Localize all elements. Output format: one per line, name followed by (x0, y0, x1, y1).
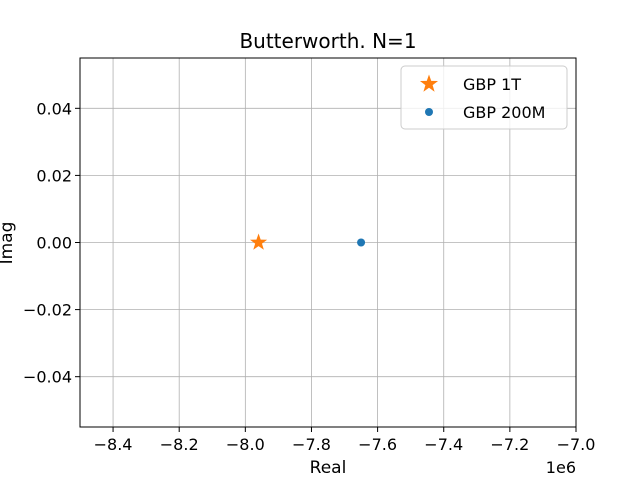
legend-entry-label: GBP 200M (463, 103, 545, 122)
x-tick-label: −7.6 (358, 435, 397, 454)
chart-title: Butterworth. N=1 (239, 29, 416, 53)
x-tick-label: −7.8 (292, 435, 331, 454)
legend-marker-circle (425, 108, 433, 116)
x-tick-label: −8.2 (160, 435, 199, 454)
x-axis-label: Real (310, 458, 347, 478)
y-tick-label: −0.02 (23, 301, 72, 320)
y-axis: 0.04 0.02 0.00 −0.02 −0.04 (23, 99, 80, 387)
y-axis-label: Imag (0, 222, 17, 265)
data-points (250, 233, 366, 250)
legend-entry-label: GBP 1T (463, 75, 521, 94)
data-point-circle (357, 238, 366, 247)
legend-box (400, 65, 568, 130)
legend-marker-star (419, 74, 439, 92)
x-axis: −8.4 −8.2 −8.0 −7.8 −7.6 −7.4 −7.2 −7.0 (94, 427, 596, 454)
x-tick-label: −8.4 (94, 435, 133, 454)
data-point-star (250, 233, 268, 250)
x-tick-label: −7.2 (490, 435, 529, 454)
legend[interactable]: GBP 1T GBP 200M (400, 65, 568, 130)
x-tick-label: −7.4 (424, 435, 463, 454)
y-tick-label: 0.00 (36, 234, 72, 253)
y-tick-label: −0.04 (23, 368, 72, 387)
y-tick-label: 0.02 (36, 166, 72, 185)
y-tick-label: 0.04 (36, 99, 72, 118)
x-tick-label: −7.0 (557, 435, 596, 454)
x-tick-label: −8.0 (226, 435, 265, 454)
x-axis-offset-label: 1e6 (546, 458, 576, 477)
